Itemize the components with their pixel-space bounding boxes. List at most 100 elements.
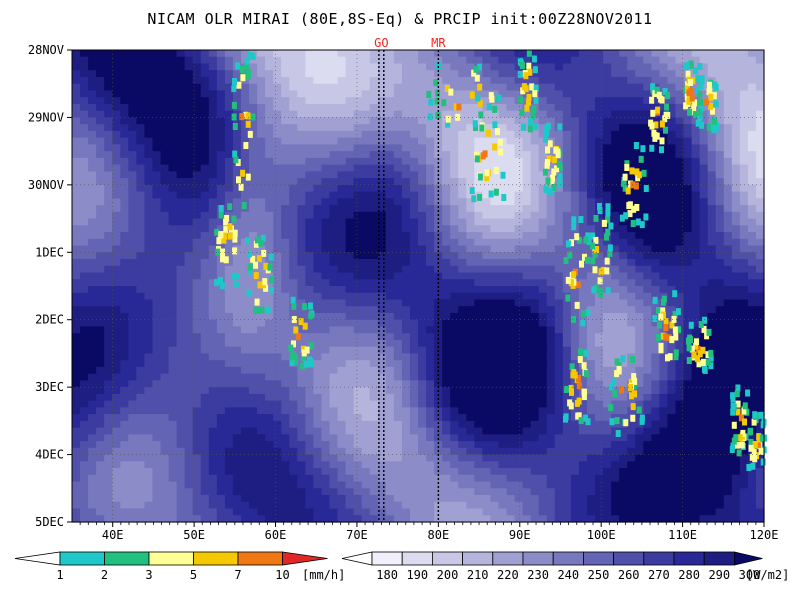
olr-cell: [160, 90, 170, 98]
olr-cell: [361, 171, 371, 179]
olr-cell: [707, 427, 717, 435]
olr-cell: [369, 414, 379, 422]
olr-cell: [136, 110, 146, 119]
olr-cell: [369, 434, 379, 442]
olr-cell: [474, 103, 483, 112]
olr-cell: [96, 265, 105, 274]
olr-cell: [578, 171, 588, 179]
olr-cell: [426, 360, 435, 368]
olr-cell: [160, 393, 170, 402]
olr-cell: [747, 218, 757, 226]
olr-cell: [595, 272, 604, 280]
olr-cell: [498, 286, 508, 294]
olr-cell: [160, 272, 170, 280]
olr-cell: [80, 184, 89, 193]
olr-cell: [104, 299, 113, 307]
olr-cell: [522, 286, 532, 294]
olr-cell: [120, 286, 129, 294]
olr-cell: [683, 198, 693, 206]
olr-cell: [208, 218, 218, 226]
olr-cell: [96, 238, 105, 247]
olr-cell: [96, 360, 105, 368]
olr-cell: [522, 434, 532, 442]
olr-cell: [281, 50, 290, 58]
olr-cell: [112, 103, 121, 112]
olr-cell: [136, 346, 146, 355]
olr-cell: [458, 171, 467, 179]
olr-cell: [289, 232, 298, 240]
olr-cell: [160, 299, 170, 307]
olr-cell: [136, 83, 146, 92]
olr-cell: [514, 400, 524, 408]
olr-cell: [627, 191, 636, 199]
olr-cell: [466, 393, 475, 402]
olr-cell: [611, 124, 620, 132]
olr-cell: [530, 299, 540, 307]
olr-cell: [80, 434, 89, 442]
olr-cell: [273, 319, 282, 328]
olr-cell: [530, 211, 540, 220]
olr-cell: [112, 434, 121, 442]
olr-cell: [691, 286, 701, 294]
olr-cell: [192, 238, 202, 247]
olr-cell: [474, 333, 483, 341]
olr-cell: [152, 90, 162, 98]
olr-cell: [112, 97, 121, 105]
olr-cell: [144, 339, 154, 348]
olr-cell: [208, 387, 218, 395]
olr-cell: [249, 326, 258, 334]
olr-cell: [273, 346, 282, 355]
olr-cell: [538, 76, 548, 85]
olr-cell: [586, 339, 596, 348]
olr-cell: [160, 292, 170, 301]
olr-cell: [72, 103, 81, 112]
olr-cell: [562, 157, 572, 166]
olr-cell: [691, 306, 701, 314]
olr-cell: [385, 252, 395, 260]
olr-cell: [176, 164, 186, 172]
olr-cell: [755, 360, 765, 368]
olr-cell: [88, 238, 97, 247]
olr-cell: [72, 252, 81, 260]
olr-cell: [578, 178, 588, 186]
olr-cell: [160, 333, 170, 341]
olr-cell: [200, 252, 210, 260]
olr-cell: [297, 427, 306, 435]
olr-cell: [747, 137, 757, 145]
olr-cell: [635, 97, 644, 105]
olr-cell: [401, 420, 411, 429]
olr-cell: [691, 407, 701, 415]
olr-cell: [546, 299, 556, 307]
olr-cell: [651, 232, 660, 240]
olr-cell: [538, 360, 548, 368]
olr-cell: [490, 211, 500, 220]
olr-cell: [595, 414, 604, 422]
olr-cell: [208, 191, 218, 199]
olr-cell: [88, 265, 97, 274]
olr-cell: [305, 110, 314, 119]
olr-cell: [651, 171, 660, 179]
olr-cell: [723, 198, 733, 206]
olr-cell: [619, 97, 628, 105]
olr-cell: [723, 319, 733, 328]
olr-cell: [361, 339, 371, 348]
olr-cell: [675, 56, 685, 65]
olr-cell: [361, 366, 371, 375]
olr-cell: [506, 198, 516, 206]
olr-cell: [72, 191, 81, 199]
olr-cell: [739, 366, 749, 375]
olr-cell: [184, 157, 194, 166]
olr-cell: [321, 184, 331, 193]
olr-cell: [498, 265, 508, 274]
olr-cell: [369, 70, 379, 78]
olr-cell: [426, 144, 435, 152]
olr-cell: [393, 252, 403, 260]
olr-cell: [506, 306, 516, 314]
olr-cell: [458, 312, 467, 321]
olr-cell: [586, 265, 596, 274]
olr-cell: [273, 97, 282, 105]
olr-cell: [707, 366, 717, 375]
olr-cell: [426, 380, 435, 388]
olr-cell: [530, 400, 540, 408]
olr-cell: [611, 97, 620, 105]
